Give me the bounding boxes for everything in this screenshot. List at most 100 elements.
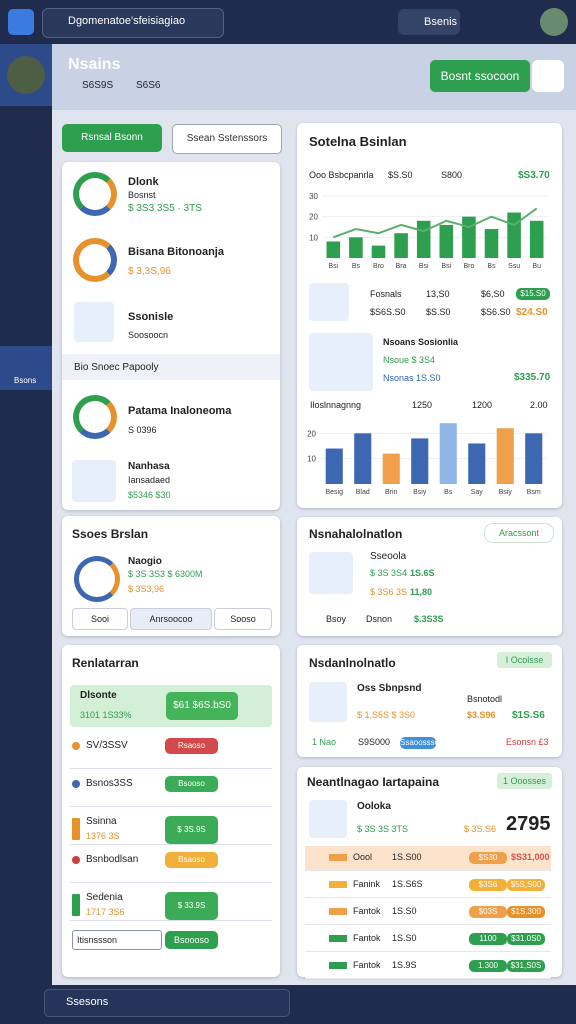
top-button[interactable] [398,9,460,35]
header-icon [532,60,564,92]
block-text: Nsonas 1S.S0 [383,373,441,383]
table-cell: $1S.300 [507,906,545,918]
badge: Aracssont [484,523,554,543]
table-cell: 1S.S00 [392,852,422,862]
row-swatch [329,854,347,861]
row-text: $24.S0 [516,307,548,318]
row-button[interactable]: Rsaoso [165,738,218,754]
gauge-name: Naogio [128,556,162,567]
info-text: Bsnotodl [467,694,503,704]
row-divider [70,806,272,807]
footer-text: Bsoy [326,614,347,624]
tab[interactable]: Anrsoocoo [130,608,212,630]
spark-icon [309,800,347,838]
header-stat: S6S6 [136,80,161,91]
item-icon [72,460,116,502]
sidebar-active-label: Bsons [14,376,37,385]
row-divider [70,882,272,883]
table-cell: $S30 [469,852,507,864]
row-name: Sedenia [86,892,123,903]
table-cell: Fantok [353,960,381,970]
table-cell: Fantok [353,906,381,916]
item-title: Bisana Bitonoanja [128,246,224,258]
big-number: 2795 [506,813,551,835]
row-button[interactable]: $ 33.9S [165,892,218,920]
filter-button[interactable]: Rsnsal Bsonn [62,124,162,152]
item-title: Patama Inaloneoma [128,405,232,417]
item-sub: Iansadaed [128,475,171,485]
row-text: Fosnals [370,289,402,299]
row-text: 13,S0 [426,289,450,299]
tab[interactable]: Sooi [72,608,128,630]
table-cell: $S31,000 [511,852,550,862]
info-name: Sseoola [370,551,407,562]
bottom-select-text: Ssesons [66,996,109,1008]
table-cell: 1.300 [469,960,507,972]
info-text: $3.S96 [467,710,496,720]
bottom-select[interactable] [44,989,290,1017]
item-sub: Soosoocn [128,330,169,340]
chart-head: Ooo Bsbcpanrla [309,170,374,180]
table-cell: 1S.S6S [392,879,423,889]
filter-row [62,354,280,380]
row-button[interactable]: Bsaoso [165,852,218,868]
row-text: $S6S.S0 [370,307,406,317]
chart-head: 1250 [412,400,433,410]
spark-icon [309,283,349,321]
gauge-sub: $ 3S3,96 [128,584,165,594]
chart-head: Iloslnnagnng [310,400,362,410]
card-title: Renlatarran [72,656,139,670]
table-cell: 1S.S0 [392,933,417,943]
submit[interactable]: Bsoooso [165,931,218,949]
info-text: $ 1,S5S $ 3S0 [357,710,416,720]
footer-text: $.3S3S [414,614,444,624]
row-swatch [329,935,347,942]
tab[interactable]: Sooso [214,608,272,630]
spark-icon [309,552,353,594]
info-name: Oss Sbnpsnd [357,683,422,694]
card-title: Neantlnagao Iartapaina [307,775,440,789]
top-button-text: Bsenis [424,16,458,28]
chart-head: $S.S0 [388,170,413,180]
search-box[interactable] [42,8,224,38]
table-cell: $5S,S00 [507,879,545,891]
table-cell: $3S6 [469,879,507,891]
row-button[interactable]: Bsooso [165,776,218,792]
search-button[interactable]: Ssean Sstenssors [172,124,282,154]
table: Oool 1S.S00 $S30 $S31,000 Fanink 1S.S6S $3S6 $5… [305,846,551,979]
badge: 1 Ooosses [497,773,552,789]
table-cell: $03S [469,906,507,918]
sidebar-active [0,346,52,390]
donut [73,395,117,439]
avatar [540,8,568,36]
badge: I Ocolsse [497,652,552,668]
table-cell: Oool [353,852,373,862]
gauge [74,556,120,602]
row-sub: 1717 3S6 [86,907,125,917]
footer-text: Dsnon [366,614,393,624]
row-divider [70,920,272,921]
info-text: 11,80 [410,587,433,597]
card-title: Nsnahalolnatlon [309,527,403,541]
item-icon [74,302,114,342]
table-cell: Fantok [353,933,381,943]
row-swatch [329,881,347,888]
item-title: Ssonisle [128,311,174,323]
card-title: Nsdanlnolnatlo [309,656,396,670]
row-swatch [329,962,347,969]
sidebar-avatar [7,56,45,94]
input[interactable]: Itisnssson [72,930,162,950]
row-button[interactable]: $ 3S.9S [165,816,218,844]
row-dot [72,742,80,750]
row-text: $S.S0 [426,307,451,317]
info-text: $ 3S.S6 [464,824,497,834]
info-name: Ooloka [357,801,391,812]
footer-text: Esonsn £3 [506,737,549,747]
block-text: Nsoans Sosionlia [383,337,459,347]
info-text: $1S.S6 [512,710,545,721]
header-button[interactable]: Bosnt ssocoon [430,60,530,92]
spark-icon [309,682,347,722]
item-title: Dlonk [128,176,159,188]
card-title: Ssoes Brslan [72,527,149,541]
